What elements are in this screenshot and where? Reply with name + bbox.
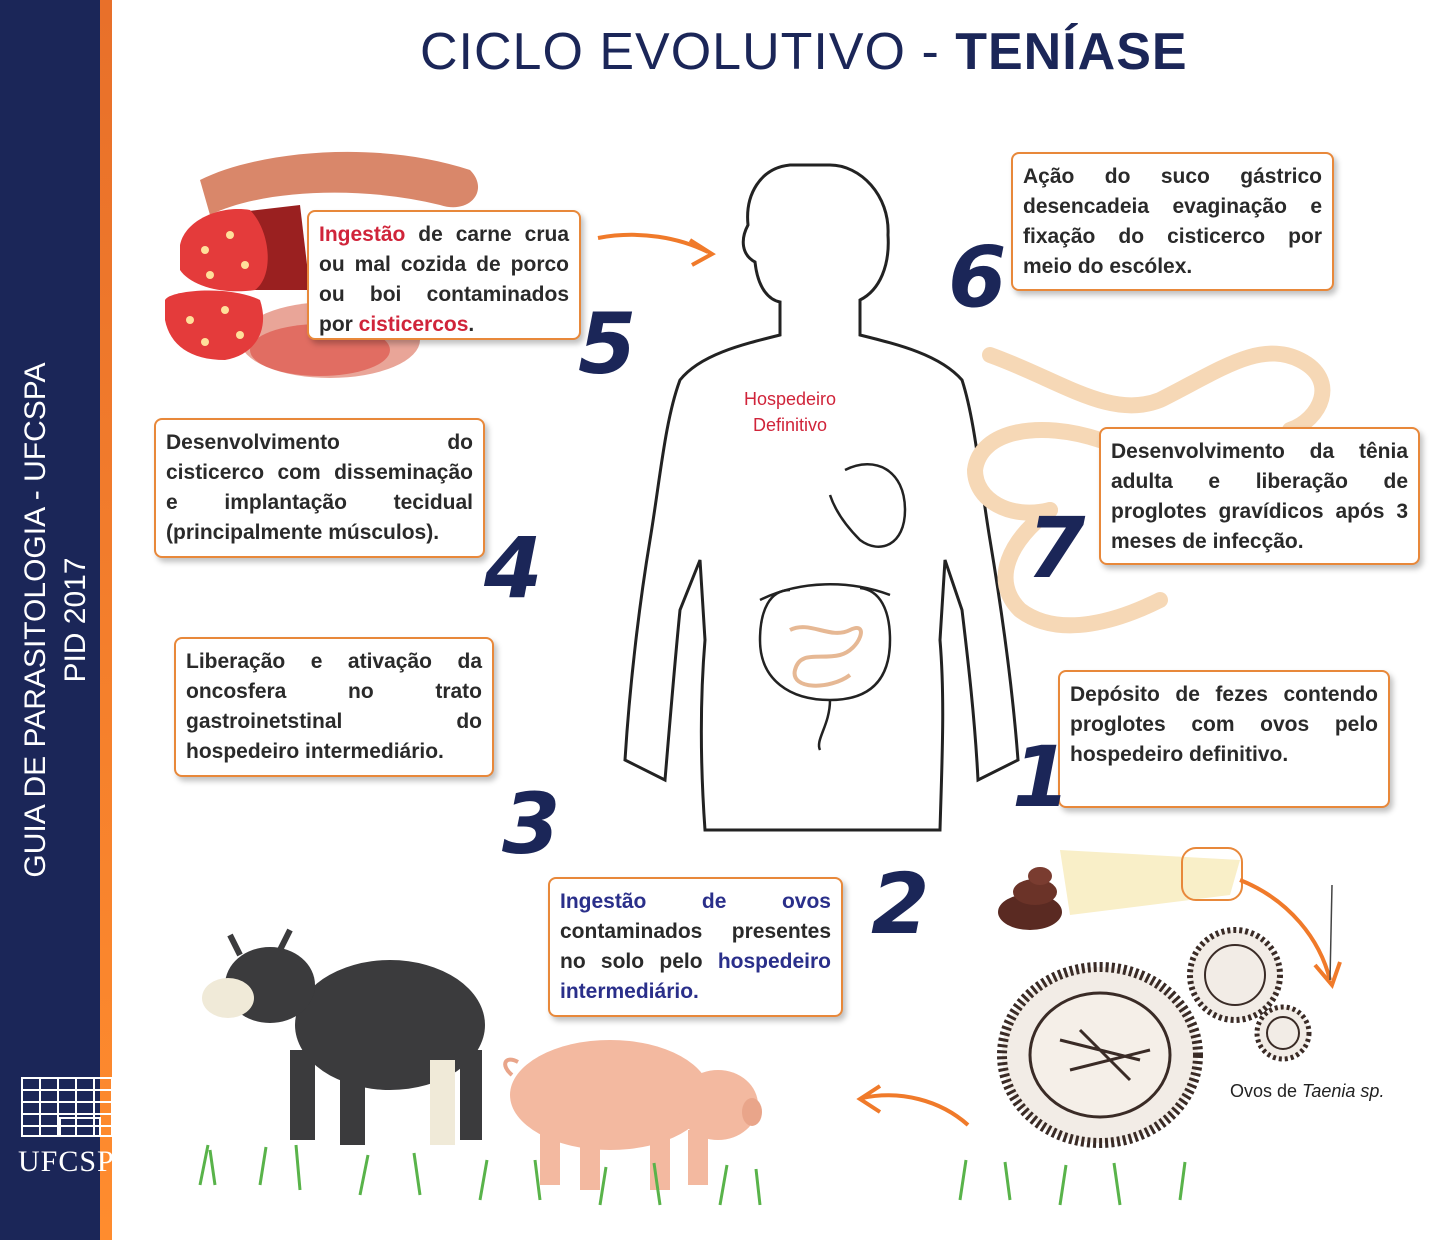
step-5-highlight2: cisticercos <box>358 313 469 336</box>
meat-slices-icon <box>165 151 479 378</box>
step-4-box: Desenvolvimento do cisticerco com dissem… <box>154 418 485 558</box>
human-silhouette-icon <box>623 163 1020 832</box>
step-7-box: Desenvolvimento da tênia adulta e libera… <box>1099 427 1420 565</box>
step-1-text: Depósito de fezes contendo proglotes com… <box>1070 683 1378 766</box>
proglottid-icon <box>1060 847 1243 915</box>
step-5-text: de carne crua ou mal cozida de porco ou … <box>319 223 569 336</box>
step-7-number: 7 <box>1027 499 1086 597</box>
step-3-number: 3 <box>502 775 561 873</box>
university-building-icon <box>21 1077 141 1137</box>
step-4-text: Desenvolvimento do cisticerco com dissem… <box>166 431 473 544</box>
eggs-caption: Ovos de Taenia sp. <box>1230 1081 1384 1102</box>
tapeworm-icon <box>966 345 1331 634</box>
title-part2: TENÍASE <box>955 23 1188 81</box>
step-1-number: 1 <box>1012 728 1071 826</box>
step-5-box: Ingestão de carne crua ou mal cozida de … <box>307 210 581 340</box>
step-3-text: Liberação e ativação da oncosfera no tra… <box>186 650 482 763</box>
step-1-box: Depósito de fezes contendo proglotes com… <box>1058 670 1390 808</box>
step-7-text: Desenvolvimento da tênia adulta e libera… <box>1111 440 1408 553</box>
host-label-line2: Definitivo <box>752 415 828 435</box>
step-6-text: Ação do suco gástrico desencadeia evagin… <box>1023 165 1322 278</box>
step-5-highlight1: Ingestão <box>319 223 406 246</box>
sidebar <box>0 0 112 1240</box>
cow-icon <box>202 928 485 1145</box>
step-3-box: Liberação e ativação da oncosfera no tra… <box>174 637 494 777</box>
step-5-suffix: . <box>468 313 475 336</box>
feces-icon <box>998 867 1062 930</box>
eggs-caption-prefix: Ovos de <box>1230 1081 1303 1101</box>
page-title: CICLO EVOLUTIVO - TENÍASE <box>420 22 1320 92</box>
eggs-caption-species: Taenia sp. <box>1302 1081 1385 1101</box>
pointer-line <box>1329 884 1333 981</box>
step-4-number: 4 <box>484 519 543 617</box>
step-2-highlight1: Ingestão de ovos <box>560 890 831 913</box>
taenia-egg-small-icon <box>1187 927 1312 1062</box>
small-intestine-icon <box>789 625 863 688</box>
step-5-number: 5 <box>578 295 637 393</box>
grass-icon <box>198 1144 1187 1206</box>
cycle-arrow-icon <box>597 232 1342 1127</box>
taenia-egg-icon <box>997 962 1203 1148</box>
step-2-number: 2 <box>871 855 930 953</box>
host-label: Hospedeiro Definitivo <box>735 386 845 438</box>
step-2-box: Ingestão de ovos contaminados presentes … <box>548 877 843 1017</box>
host-label-line1: Hospedeiro <box>743 389 837 409</box>
step-6-number: 6 <box>948 228 1007 326</box>
title-part1: CICLO EVOLUTIVO - <box>420 23 940 81</box>
digestive-system-icon <box>758 463 907 751</box>
step-2-text: contaminados presentes no solo pelo <box>560 920 831 973</box>
ufcspa-logo-text: UFCSPA <box>18 1145 135 1178</box>
sidebar-accent-stripe <box>100 0 112 1240</box>
pig-icon <box>503 1040 762 1190</box>
step-2-highlight2: hospedeiro intermediário. <box>560 950 831 1003</box>
step-6-box: Ação do suco gástrico desencadeia evagin… <box>1011 152 1334 291</box>
